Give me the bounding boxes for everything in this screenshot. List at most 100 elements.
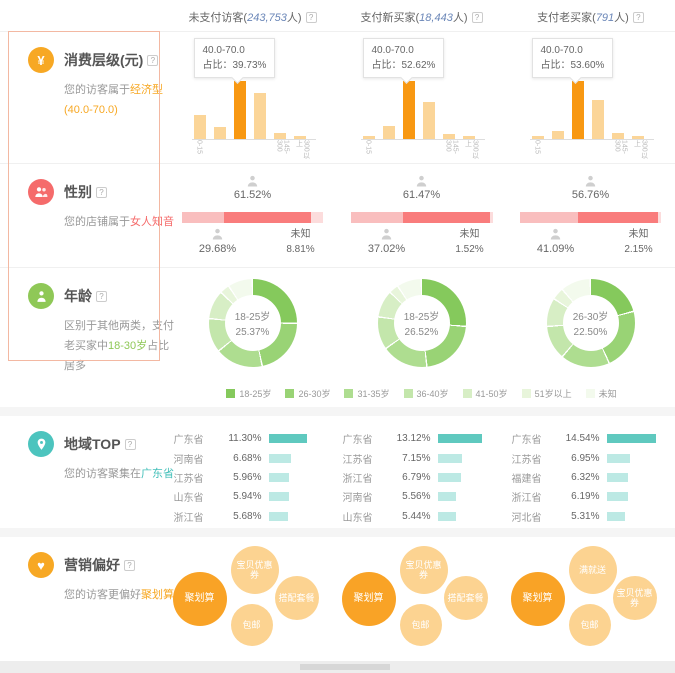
consumption-bar[interactable]	[571, 81, 584, 139]
consumption-bar-chart[interactable]: 40.0-70.0 占比：53.60% 0-15 145-300 300以上	[516, 34, 666, 160]
preference-bubble[interactable]: 包邮	[568, 604, 611, 646]
preference-bubble[interactable]: 宝贝优惠券	[399, 546, 448, 594]
unknown-segment[interactable]	[658, 212, 662, 223]
legend-item[interactable]: 41-50岁	[462, 387, 508, 400]
main-preference-bubble[interactable]: 聚划算	[510, 572, 565, 626]
scroll-handle[interactable]	[300, 664, 390, 670]
province-bar[interactable]	[437, 511, 456, 521]
help-icon[interactable]: ?	[96, 290, 107, 302]
gender-bar-chart[interactable]: 56.76% 41.09% 未知 2.15%	[516, 174, 666, 260]
province-bar[interactable]	[606, 492, 628, 502]
help-icon[interactable]: ?	[96, 186, 107, 198]
preference-bubble[interactable]: 宝贝优惠券	[612, 576, 657, 620]
province-bar[interactable]	[268, 511, 288, 521]
top-age-group: 26-30岁	[572, 312, 609, 323]
gender-stacked-bar	[350, 212, 493, 223]
age-info: 年龄 ? 区别于其他两类，支付老买家中18-30岁占比居多	[0, 268, 174, 379]
consumption-bar[interactable]	[591, 99, 604, 139]
province-bar[interactable]	[437, 492, 457, 502]
age-donut-chart[interactable]: 26-30岁 22.50%	[546, 279, 635, 367]
province-bar[interactable]	[606, 453, 631, 463]
main-preference-bubble[interactable]: 聚划算	[341, 572, 396, 626]
province-percent: 5.94%	[233, 491, 262, 503]
legend-item[interactable]: 31-35岁	[344, 387, 390, 400]
consumption-bar[interactable]	[233, 81, 246, 139]
province-bar[interactable]	[268, 434, 307, 444]
unknown-segment[interactable]	[490, 212, 493, 223]
province-bar[interactable]	[606, 434, 656, 444]
help-icon[interactable]: ?	[124, 438, 136, 450]
legend-item[interactable]: 51岁以上	[521, 387, 572, 400]
province-percent: 11.30%	[228, 433, 262, 445]
consumption-bar[interactable]	[611, 132, 624, 139]
province-percent: 13.12%	[396, 433, 431, 445]
age-donut-chart[interactable]: 18-25岁 26.52%	[377, 279, 466, 367]
consumption-bar[interactable]	[551, 131, 564, 139]
province-percent: 6.79%	[402, 471, 431, 483]
province-bar[interactable]	[268, 492, 289, 502]
legend-item[interactable]: 18-25岁	[226, 387, 271, 400]
help-icon[interactable]: ?	[632, 12, 644, 23]
region-title: 地域TOP	[64, 436, 121, 452]
help-icon[interactable]: ?	[124, 559, 135, 571]
province-bar[interactable]	[606, 511, 625, 521]
province-bar[interactable]	[437, 472, 461, 482]
preference-bubble[interactable]: 包邮	[399, 604, 442, 646]
consumption-bar[interactable]	[442, 133, 455, 139]
province-bar[interactable]	[437, 434, 483, 444]
preference-bubble[interactable]: 包邮	[230, 604, 273, 646]
consumption-bar-chart[interactable]: 40.0-70.0 占比：52.62% 0-15 145-300 300以上	[347, 34, 497, 160]
female-segment[interactable]	[403, 212, 491, 223]
region-row: 江苏省 7.15%	[343, 448, 501, 467]
legend-item[interactable]: 26-30岁	[285, 387, 330, 400]
help-icon[interactable]: ?	[305, 12, 317, 23]
preference-bubble[interactable]: 搭配套餐	[443, 576, 488, 620]
male-segment[interactable]	[181, 212, 224, 223]
legend-item[interactable]: 未知	[585, 387, 617, 400]
province-name: 山东省	[342, 512, 373, 524]
help-icon[interactable]: ?	[471, 12, 483, 23]
province-bar[interactable]	[606, 472, 628, 482]
x-axis-label: 145-300	[275, 140, 290, 155]
legend-item[interactable]: 36-40岁	[403, 387, 449, 400]
consumption-bar[interactable]	[293, 136, 306, 139]
consumption-bar[interactable]	[531, 136, 544, 139]
preference-bubble[interactable]: 宝贝优惠券	[230, 546, 279, 594]
unknown-stat: 未知 1.52%	[445, 227, 495, 257]
help-icon[interactable]: ?	[147, 54, 159, 66]
legend-swatch	[585, 388, 595, 398]
unknown-segment[interactable]	[310, 212, 324, 223]
preference-bubble[interactable]: 搭配套餐	[274, 576, 319, 620]
male-segment[interactable]	[350, 212, 404, 223]
female-segment[interactable]	[223, 212, 311, 223]
legend-swatch	[462, 388, 472, 398]
age-donut-chart[interactable]: 18-25岁 25.37%	[208, 279, 297, 367]
consumption-bar[interactable]	[362, 136, 375, 139]
gender-bar-chart[interactable]: 61.52% 29.68% 未知 8.81%	[178, 174, 328, 260]
tooltip-percent: 53.60%	[570, 60, 605, 71]
legend-swatch	[226, 388, 236, 398]
location-pin-icon	[28, 431, 54, 457]
male-percent: 37.02%	[367, 243, 406, 255]
consumption-bar[interactable]	[462, 136, 475, 139]
female-segment[interactable]	[577, 212, 659, 223]
province-bar[interactable]	[268, 453, 292, 463]
consumption-bar[interactable]	[382, 125, 395, 139]
legend-swatch	[285, 388, 295, 398]
gender-bar-chart[interactable]: 61.47% 37.02% 未知 1.52%	[347, 174, 497, 260]
consumption-bar[interactable]	[253, 93, 266, 139]
male-segment[interactable]	[519, 212, 578, 223]
consumption-bar[interactable]	[422, 102, 435, 139]
province-bar[interactable]	[437, 453, 462, 463]
consumption-bar[interactable]	[402, 81, 415, 139]
province-bar[interactable]	[268, 472, 289, 482]
consumption-bar[interactable]	[273, 132, 286, 139]
legend-swatch	[403, 388, 413, 398]
preference-bubble[interactable]: 满就送	[568, 546, 617, 594]
consumption-bar[interactable]	[631, 136, 644, 139]
bars-area	[191, 81, 316, 140]
consumption-bar-chart[interactable]: 40.0-70.0 占比：39.73% 0-15 145-300 300以上	[178, 34, 328, 160]
main-preference-bubble[interactable]: 聚划算	[172, 572, 227, 626]
consumption-bar[interactable]	[213, 127, 226, 139]
consumption-bar[interactable]	[193, 114, 206, 139]
